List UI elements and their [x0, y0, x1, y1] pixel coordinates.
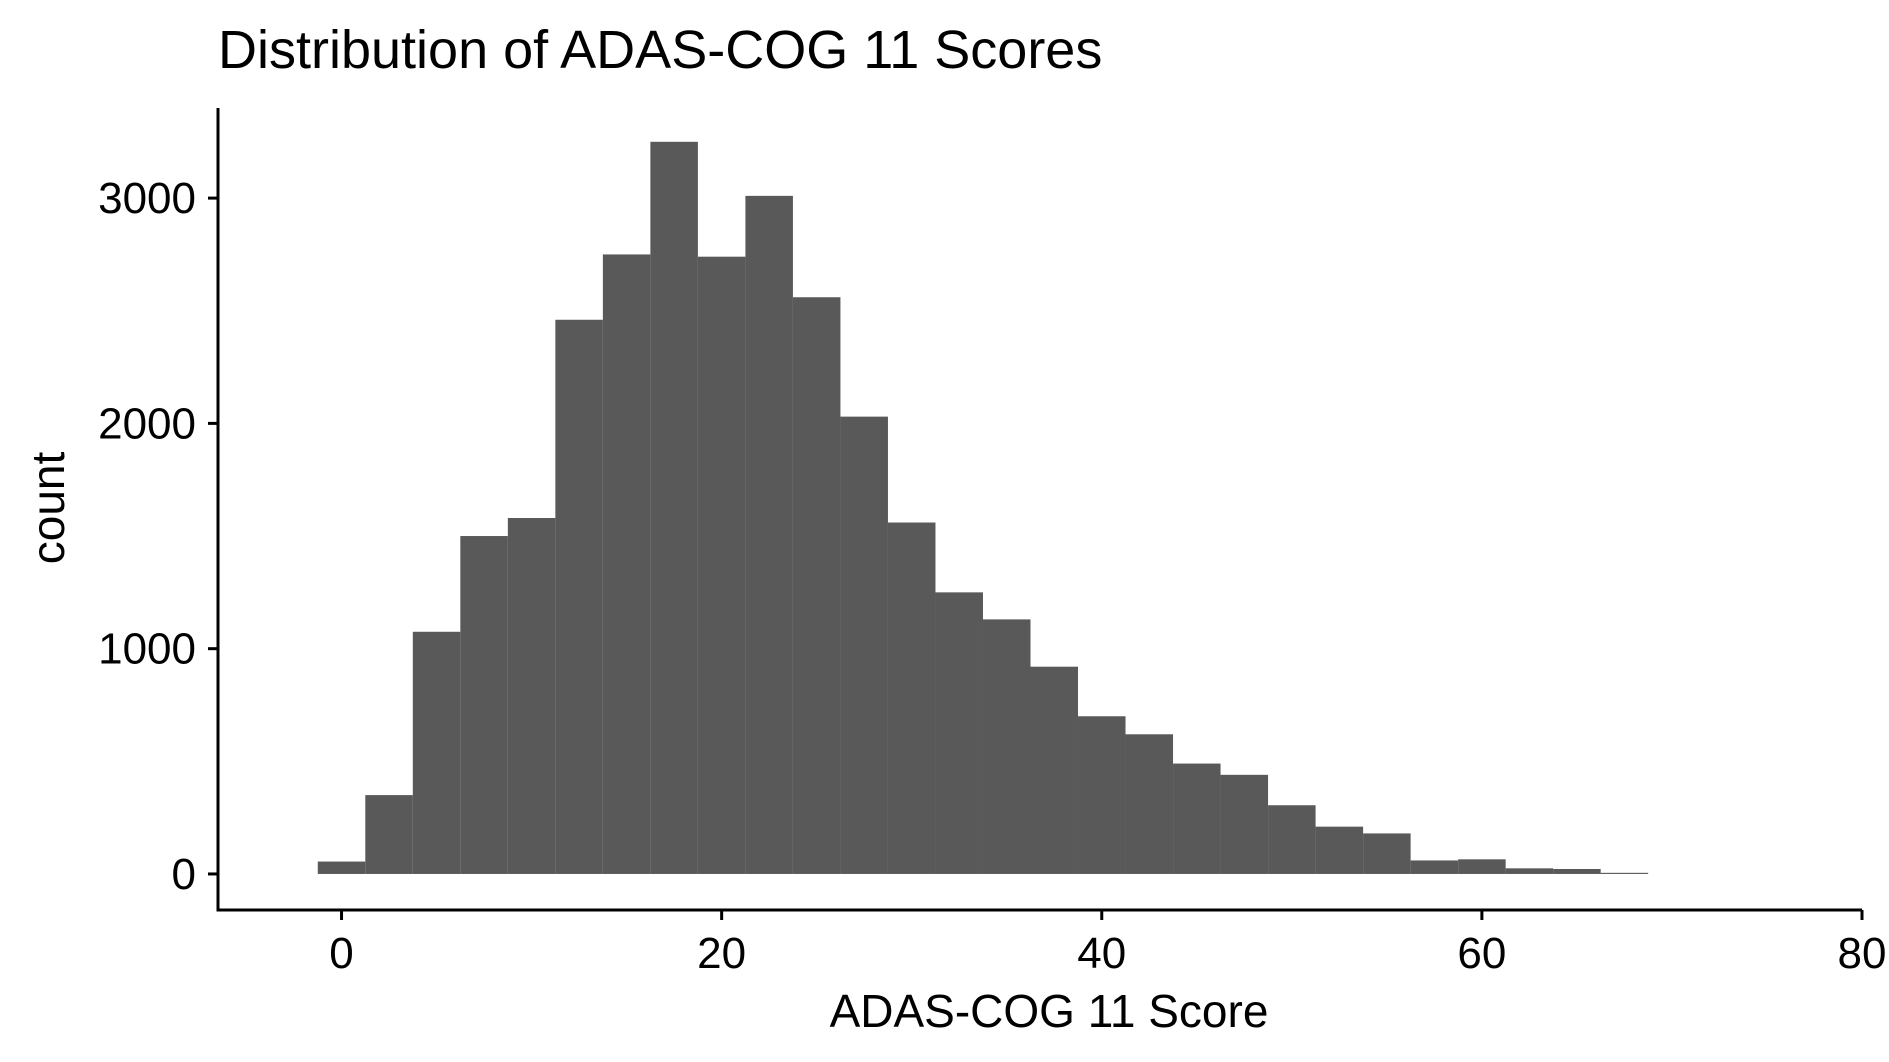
histogram-bar: [555, 319, 603, 874]
histogram-bar: [1600, 872, 1649, 874]
x-axis-title: ADAS-COG 11 Score: [830, 985, 1269, 1037]
histogram-bar: [650, 141, 698, 874]
y-tick-label: 2000: [98, 399, 196, 448]
chart-title: Distribution of ADAS-COG 11 Scores: [218, 20, 1102, 80]
y-axis-title: count: [22, 452, 74, 565]
x-axis-ticks: 0 20 40 60 80: [329, 910, 1886, 978]
y-tick-label: 3000: [98, 174, 196, 223]
x-tick-label: 60: [1457, 929, 1506, 978]
histogram-bar: [412, 631, 461, 874]
histogram-bar: [840, 416, 888, 874]
histogram-bars: [317, 141, 1649, 874]
histogram-bar: [1125, 734, 1174, 874]
histogram-bar: [365, 795, 413, 874]
y-tick-label: 1000: [98, 625, 196, 674]
histogram-bar: [1363, 833, 1411, 874]
histogram-bar: [887, 522, 936, 874]
histogram-bar: [935, 592, 983, 874]
x-tick-label: 20: [697, 929, 746, 978]
x-tick-label: 40: [1077, 929, 1126, 978]
histogram-bar: [507, 518, 556, 874]
histogram-bar: [317, 861, 366, 874]
x-tick-label: 0: [329, 929, 353, 978]
histogram-bar: [602, 254, 651, 874]
histogram-bar: [1173, 763, 1221, 874]
histogram-bar: [1030, 666, 1079, 874]
histogram-bar: [1410, 860, 1459, 874]
histogram-bar: [697, 256, 746, 874]
histogram-bar: [1078, 716, 1126, 874]
x-tick-label: 80: [1838, 929, 1887, 978]
histogram-bar: [1220, 774, 1269, 874]
histogram-bar: [1458, 859, 1506, 874]
histogram-bar: [1553, 868, 1601, 874]
histogram-bar: [1505, 868, 1554, 874]
y-tick-label: 0: [172, 850, 196, 899]
histogram-bar: [1315, 826, 1364, 874]
y-axis-ticks: 0 1000 2000 3000: [98, 174, 218, 899]
histogram-bar: [982, 619, 1031, 874]
histogram-bar: [1268, 805, 1316, 874]
histogram-bar: [745, 195, 793, 874]
histogram-bar: [792, 297, 841, 874]
histogram-bar: [460, 536, 508, 874]
